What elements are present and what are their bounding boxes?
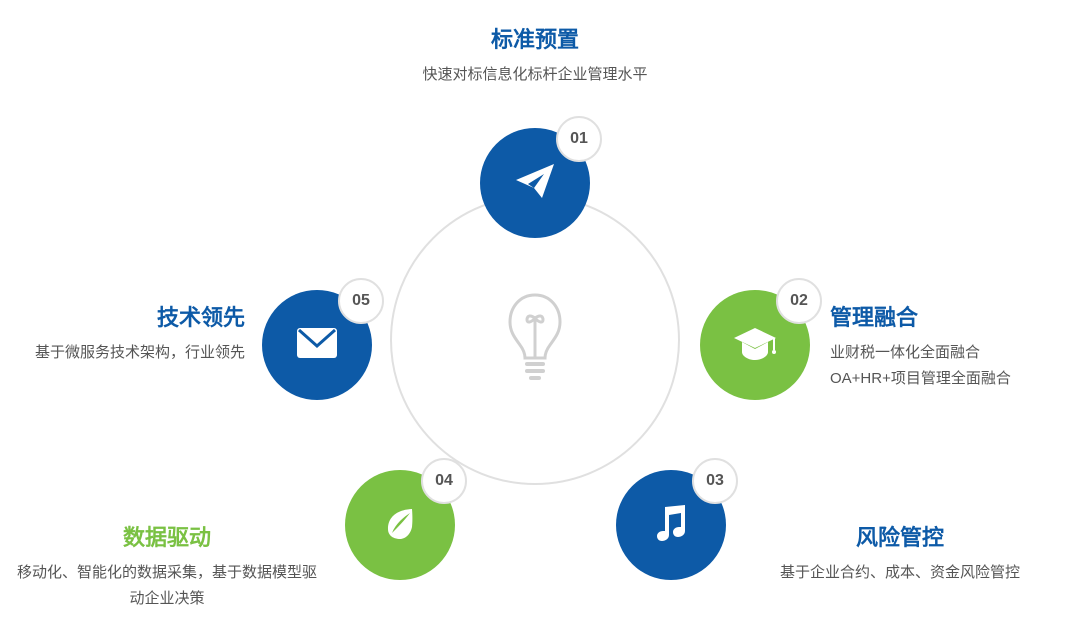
label-4-desc: 移动化、智能化的数据采集，基于数据模型驱动企业决策	[12, 560, 322, 611]
node-5-number: 05	[352, 292, 370, 310]
node-2-number: 02	[790, 292, 808, 310]
node-3-badge: 03	[692, 458, 738, 504]
label-3-title: 风险管控	[740, 520, 1060, 552]
node-3: 03	[616, 470, 726, 580]
node-2: 02	[700, 290, 810, 400]
node-3-number: 03	[706, 472, 724, 490]
label-2-desc: 业财税一体化全面融合OA+HR+项目管理全面融合	[830, 340, 1069, 391]
node-1-number: 01	[570, 130, 588, 148]
label-4-title: 数据驱动	[12, 520, 322, 552]
node-4: 04	[345, 470, 455, 580]
music-icon	[651, 503, 691, 548]
label-2: 管理融合 业财税一体化全面融合OA+HR+项目管理全面融合	[830, 300, 1069, 391]
node-5-badge: 05	[338, 278, 384, 324]
graduation-icon	[732, 320, 778, 371]
label-3-desc: 基于企业合约、成本、资金风险管控	[740, 560, 1060, 586]
label-1-desc: 快速对标信息化标杆企业管理水平	[380, 62, 690, 88]
label-2-title: 管理融合	[830, 300, 1069, 332]
label-3: 风险管控 基于企业合约、成本、资金风险管控	[740, 520, 1060, 586]
label-1-title: 标准预置	[380, 22, 690, 54]
node-1: 01	[480, 128, 590, 238]
envelope-icon	[295, 326, 339, 365]
center-ring	[390, 195, 680, 485]
label-4: 数据驱动 移动化、智能化的数据采集，基于数据模型驱动企业决策	[12, 520, 322, 611]
node-4-badge: 04	[421, 458, 467, 504]
node-2-badge: 02	[776, 278, 822, 324]
label-5-title: 技术领先	[0, 300, 245, 332]
node-4-number: 04	[435, 472, 453, 490]
node-5: 05	[262, 290, 372, 400]
label-1: 标准预置 快速对标信息化标杆企业管理水平	[380, 22, 690, 88]
leaf-icon	[380, 503, 420, 548]
paper-plane-icon	[514, 160, 556, 207]
label-5: 技术领先 基于微服务技术架构，行业领先	[0, 300, 245, 366]
lightbulb-icon	[500, 290, 570, 390]
node-1-badge: 01	[556, 116, 602, 162]
label-5-desc: 基于微服务技术架构，行业领先	[0, 340, 245, 366]
